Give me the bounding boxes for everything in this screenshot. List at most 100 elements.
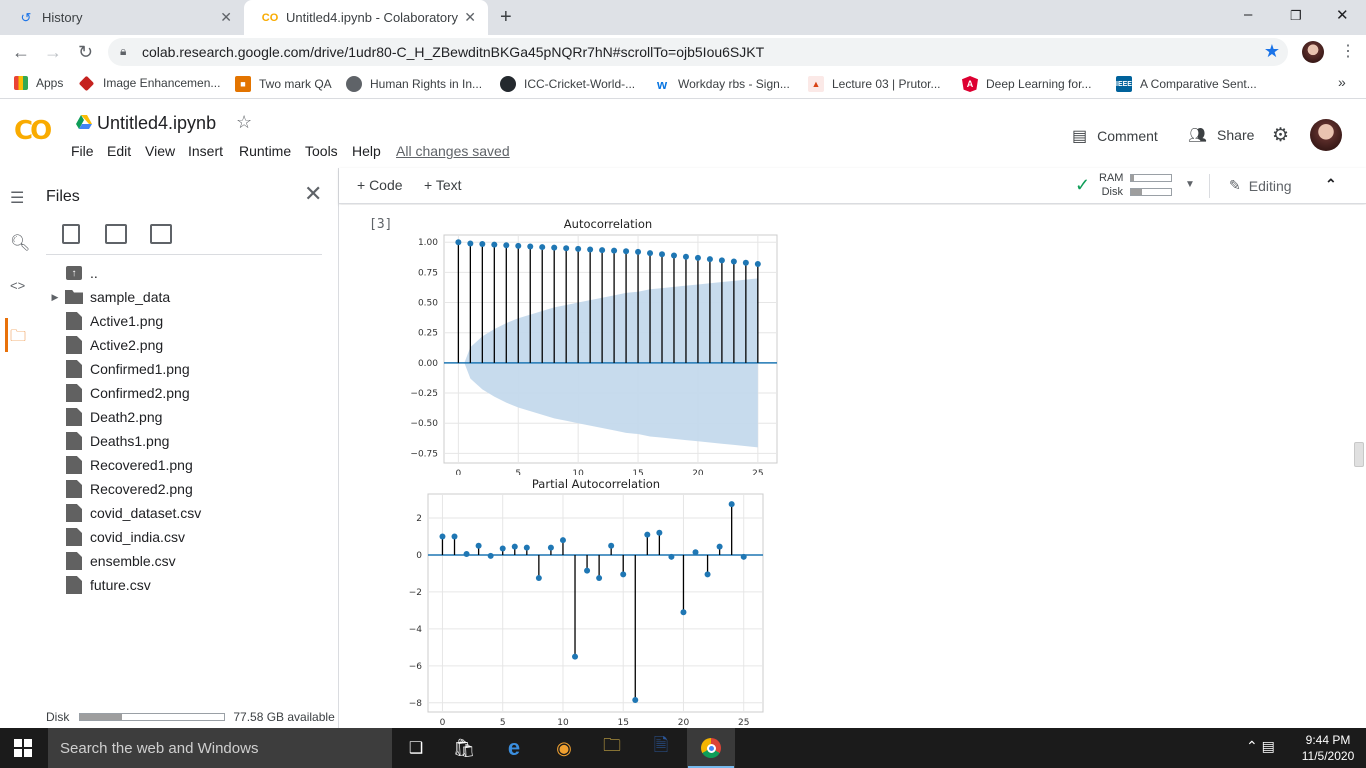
search-placeholder: Search the web and Windows bbox=[60, 740, 259, 757]
close-window-button[interactable]: ✕ bbox=[1336, 7, 1349, 24]
minimize-button[interactable]: – bbox=[1244, 6, 1253, 23]
taskbar-clock[interactable]: 9:44 PM 11/5/2020 bbox=[1298, 732, 1358, 764]
disk-usage-bar[interactable] bbox=[1130, 188, 1172, 196]
file-row[interactable]: future.csv bbox=[46, 573, 151, 597]
bookmark-item[interactable]: ▲ Lecture 03 | Prutor... bbox=[808, 76, 941, 92]
editing-mode-button[interactable]: ✎ Editing bbox=[1229, 177, 1292, 194]
file-row[interactable]: Recovered2.png bbox=[46, 477, 193, 501]
browser-menu-icon[interactable]: ⋮ bbox=[1340, 43, 1356, 60]
reload-icon[interactable]: ↻ bbox=[78, 42, 94, 62]
pencil-icon: ✎ bbox=[1229, 177, 1241, 193]
notebook-area: [3] Autocorrelation 0 5 10 15 20 25 1.00 0.75 0… bbox=[339, 205, 1366, 728]
file-row[interactable]: Confirmed1.png bbox=[46, 357, 190, 381]
y-tick-label: −0.25 bbox=[410, 389, 438, 399]
account-avatar[interactable] bbox=[1310, 119, 1342, 151]
menu-insert[interactable]: Insert bbox=[188, 143, 224, 159]
restore-button[interactable]: ❐ bbox=[1290, 8, 1302, 23]
word-icon[interactable]: 🗎︎ bbox=[653, 735, 669, 755]
close-tab-icon[interactable]: ✕ bbox=[220, 9, 232, 25]
bookmark-label: Image Enhancemen... bbox=[103, 76, 221, 90]
bookmark-item[interactable]: Human Rights in In... bbox=[346, 76, 482, 92]
tab-colab[interactable]: CO Untitled4.ipynb - Colaboratory ✕ bbox=[244, 0, 488, 35]
ram-usage-bar[interactable] bbox=[1130, 174, 1172, 182]
comment-button[interactable]: ▤ Comment bbox=[1072, 126, 1158, 146]
file-row[interactable]: Deaths1.png bbox=[46, 429, 169, 453]
mount-drive-icon[interactable] bbox=[150, 224, 172, 244]
back-icon[interactable]: ← bbox=[12, 42, 30, 62]
chevron-up-icon[interactable]: ⌃ bbox=[1325, 176, 1337, 192]
file-row[interactable]: covid_dataset.csv bbox=[46, 501, 201, 525]
share-button[interactable]: 👥︎ Share bbox=[1188, 126, 1254, 144]
colab-icon: CO bbox=[261, 11, 279, 24]
task-view-icon[interactable]: ❑ bbox=[408, 740, 424, 757]
star-icon[interactable]: ☆ bbox=[236, 112, 253, 132]
file-row[interactable]: Recovered1.png bbox=[46, 453, 193, 477]
taskbar-search[interactable]: Search the web and Windows bbox=[48, 728, 392, 768]
start-button[interactable] bbox=[14, 739, 32, 757]
stem-marker bbox=[584, 567, 591, 574]
close-tab-icon[interactable]: ✕ bbox=[464, 9, 476, 25]
add-code-button[interactable]: + Code bbox=[357, 177, 403, 193]
save-status-link[interactable]: All changes saved bbox=[396, 143, 510, 159]
folder-row[interactable]: ▶ sample_data bbox=[46, 285, 171, 309]
address-bar[interactable]: 🔒︎ colab.research.google.com/drive/1udr8… bbox=[108, 38, 1288, 66]
stem-marker bbox=[439, 533, 446, 540]
file-explorer-icon[interactable]: 🗀︎ bbox=[603, 735, 621, 755]
menu-help[interactable]: Help bbox=[352, 143, 381, 159]
bookmark-star-icon[interactable]: ★ bbox=[1263, 41, 1280, 61]
bookmark-item[interactable]: ICC-Cricket-World-... bbox=[500, 76, 635, 92]
colab-logo[interactable]: CO bbox=[14, 116, 52, 146]
expand-caret-icon[interactable]: ▶ bbox=[51, 291, 59, 302]
lock-icon[interactable]: 🔒︎ bbox=[120, 44, 127, 58]
bookmark-item[interactable]: Image Enhancemen... bbox=[78, 75, 221, 91]
new-tab-button[interactable]: + bbox=[500, 6, 512, 28]
system-tray-icons[interactable]: ⌃ ▤ bbox=[1246, 738, 1275, 754]
menu-runtime[interactable]: Runtime bbox=[239, 143, 292, 159]
folder-icon[interactable]: 🗀︎ bbox=[10, 328, 27, 345]
forward-icon[interactable]: → bbox=[44, 42, 62, 62]
stem-marker bbox=[668, 553, 675, 560]
security-app-icon[interactable]: ◉ bbox=[556, 737, 572, 758]
store-icon[interactable]: 🛍︎ bbox=[452, 737, 476, 758]
bookmark-item[interactable]: w Workday rbs - Sign... bbox=[654, 76, 790, 92]
bookmark-item[interactable]: A Deep Learning for... bbox=[962, 76, 1091, 92]
y-tick-label: 0.75 bbox=[418, 268, 438, 278]
code-snippets-icon[interactable]: <> bbox=[10, 278, 26, 293]
add-text-button[interactable]: + Text bbox=[424, 177, 462, 193]
menu-tools[interactable]: Tools bbox=[305, 143, 338, 159]
disk-label: Disk bbox=[1101, 186, 1123, 198]
tab-history[interactable]: ↺ History ✕ bbox=[0, 0, 244, 35]
stem-marker bbox=[535, 575, 542, 582]
settings-gear-icon[interactable]: ⚙ bbox=[1272, 125, 1290, 146]
menu-file[interactable]: File bbox=[71, 143, 94, 159]
file-row[interactable]: ensemble.csv bbox=[46, 549, 176, 573]
file-row[interactable]: Death2.png bbox=[46, 405, 162, 429]
search-icon[interactable]: 🔍︎ bbox=[10, 235, 31, 252]
menu-edit[interactable]: Edit bbox=[107, 143, 132, 159]
edge-icon[interactable]: e bbox=[507, 735, 521, 760]
table-of-contents-icon[interactable]: ☰ bbox=[10, 190, 25, 207]
file-row[interactable]: Active1.png bbox=[46, 309, 163, 333]
file-name: future.csv bbox=[90, 577, 151, 593]
file-row[interactable]: Confirmed2.png bbox=[46, 381, 190, 405]
bookmark-item[interactable]: IEEE A Comparative Sent... bbox=[1116, 76, 1257, 92]
chevron-down-icon[interactable]: ▼ bbox=[1185, 179, 1195, 190]
more-bookmarks-icon[interactable]: » bbox=[1338, 74, 1346, 90]
chrome-icon[interactable] bbox=[687, 728, 735, 768]
folder-icon bbox=[65, 290, 83, 304]
comment-icon: ▤ bbox=[1072, 128, 1088, 145]
close-icon[interactable]: ✕ bbox=[304, 181, 323, 206]
menu-view[interactable]: View bbox=[145, 143, 176, 159]
refresh-folder-icon[interactable] bbox=[105, 224, 127, 244]
upload-file-icon[interactable] bbox=[62, 224, 80, 244]
bookmark-apps[interactable]: Apps bbox=[14, 76, 63, 90]
file-row[interactable]: Active2.png bbox=[46, 333, 163, 357]
scrollbar-thumb[interactable] bbox=[1354, 442, 1364, 467]
profile-avatar[interactable] bbox=[1302, 41, 1324, 63]
notebook-title[interactable]: Untitled4.ipynb bbox=[97, 113, 217, 133]
bookmark-item[interactable]: ■ Two mark QA bbox=[235, 76, 332, 92]
file-row[interactable]: covid_india.csv bbox=[46, 525, 185, 549]
file-row-parent[interactable]: ↑ .. bbox=[46, 261, 98, 285]
file-name: covid_india.csv bbox=[90, 529, 185, 545]
x-tick-label: 5 bbox=[500, 718, 506, 728]
